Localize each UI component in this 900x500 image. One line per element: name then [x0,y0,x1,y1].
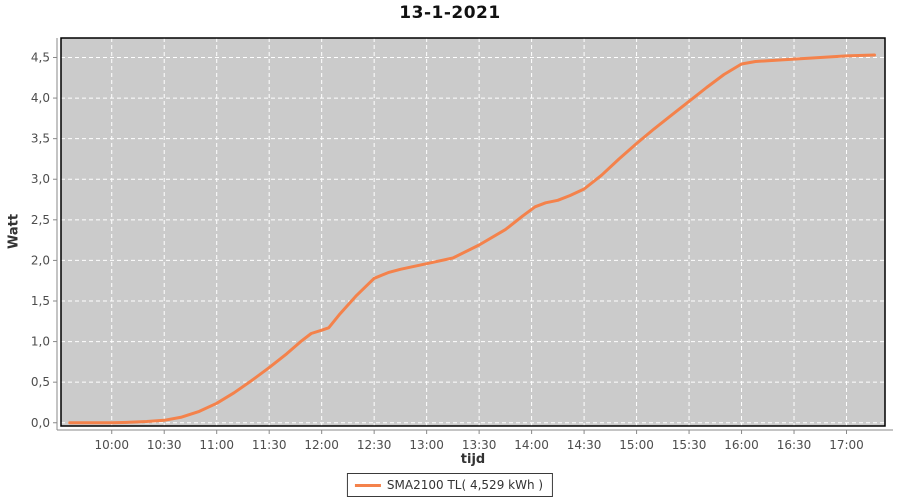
svg-text:12:30: 12:30 [357,438,392,452]
svg-text:2,0: 2,0 [31,253,50,267]
svg-text:0,0: 0,0 [31,416,50,430]
y-axis-title: Watt [6,213,22,250]
x-axis-title: tijd [460,452,486,467]
svg-text:11:00: 11:00 [199,438,234,452]
svg-text:3,5: 3,5 [31,132,50,146]
svg-text:0,5: 0,5 [31,375,50,389]
legend-series-label: SMA2100 TL( 4,529 kWh ) [386,478,544,492]
svg-text:10:30: 10:30 [147,438,182,452]
chart-title: 13-1-2021 [399,3,501,23]
svg-text:15:30: 15:30 [672,438,707,452]
svg-text:4,5: 4,5 [31,50,50,64]
svg-text:14:30: 14:30 [567,438,602,452]
svg-text:1,0: 1,0 [31,335,50,349]
series-color-swatch [354,483,381,487]
svg-text:16:30: 16:30 [777,438,812,452]
svg-text:4,0: 4,0 [31,91,50,105]
svg-text:2,5: 2,5 [31,213,50,227]
svg-text:14:00: 14:00 [514,438,549,452]
svg-text:1,5: 1,5 [31,294,50,308]
svg-text:13:00: 13:00 [409,438,444,452]
svg-text:12:00: 12:00 [304,438,339,452]
svg-text:10:00: 10:00 [94,438,129,452]
svg-text:11:30: 11:30 [252,438,287,452]
svg-text:3,0: 3,0 [31,172,50,186]
svg-text:16:00: 16:00 [724,438,759,452]
svg-text:13:30: 13:30 [462,438,497,452]
svg-text:15:00: 15:00 [619,438,654,452]
svg-text:17:00: 17:00 [829,438,864,452]
legend: SMA2100 TL( 4,529 kWh ) [346,473,554,497]
